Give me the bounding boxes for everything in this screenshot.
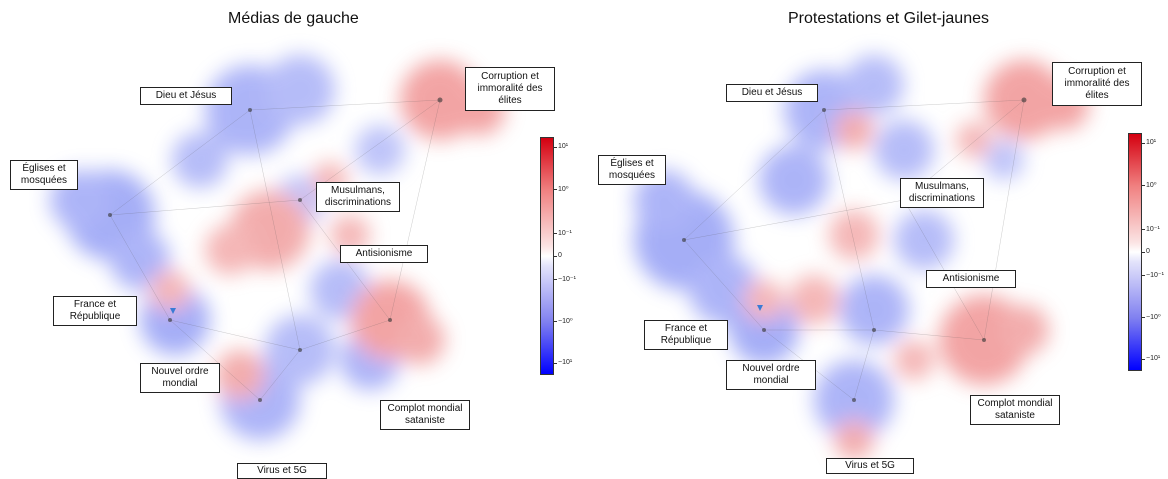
colorbar-tick: −10¹ — [552, 359, 573, 366]
colorbar-tick: −10⁻¹ — [553, 276, 576, 283]
label-antisionisme: Antisionisme — [340, 245, 428, 263]
colorbar-tick: 10⁻¹ — [553, 230, 572, 237]
label-virus: Virus et 5G — [826, 458, 914, 474]
left-panel-title: Médias de gauche — [228, 10, 359, 27]
colorbar-tick: −10⁰ — [553, 318, 573, 325]
colorbar-gradient — [1128, 133, 1142, 371]
label-nouvel-ordre: Nouvel ordre mondial — [726, 360, 816, 390]
label-eglises: Églises et mosquées — [10, 160, 78, 190]
colorbar-tick: 0 — [553, 252, 562, 259]
label-corruption: Corruption et immoralité des élites — [1052, 62, 1142, 106]
label-dieu-jesus: Dieu et Jésus — [140, 87, 232, 105]
colorbar-tick: 10⁰ — [1141, 182, 1157, 189]
colorbar-tick: 10¹ — [552, 143, 569, 150]
label-complot: Complot mondial sataniste — [970, 395, 1060, 425]
colorbar-gradient — [540, 137, 554, 375]
colorbar-tick: −10⁻¹ — [1141, 272, 1164, 279]
colorbar-tick: 0 — [1141, 248, 1150, 255]
label-complot: Complot mondial sataniste — [380, 400, 470, 430]
label-musulmans: Musulmans, discriminations — [316, 182, 400, 212]
colorbar-tick: −10⁰ — [1141, 314, 1161, 321]
label-france: France et République — [644, 320, 728, 350]
colorbar-tick: 10⁰ — [553, 186, 569, 193]
colorbar-tick: 10⁻¹ — [1141, 226, 1160, 233]
label-france: France et République — [53, 296, 137, 326]
colorbar-tick: −10¹ — [1140, 355, 1161, 362]
label-nouvel-ordre: Nouvel ordre mondial — [140, 363, 220, 393]
label-eglises: Églises et mosquées — [598, 155, 666, 185]
network-map-right — [634, 55, 1089, 460]
label-dieu-jesus: Dieu et Jésus — [726, 84, 818, 102]
right-panel: Protestations et Gilet-jaunes Corruption… — [584, 0, 1168, 477]
label-corruption: Corruption et immoralité des élites — [465, 67, 555, 111]
label-musulmans: Musulmans, discriminations — [900, 178, 984, 208]
left-panel: Médias de gauche Corruption et immoralit… — [0, 0, 584, 479]
right-panel-title: Protestations et Gilet-jaunes — [788, 10, 989, 27]
label-antisionisme: Antisionisme — [926, 270, 1016, 288]
colorbar-tick: 10¹ — [1140, 139, 1157, 146]
